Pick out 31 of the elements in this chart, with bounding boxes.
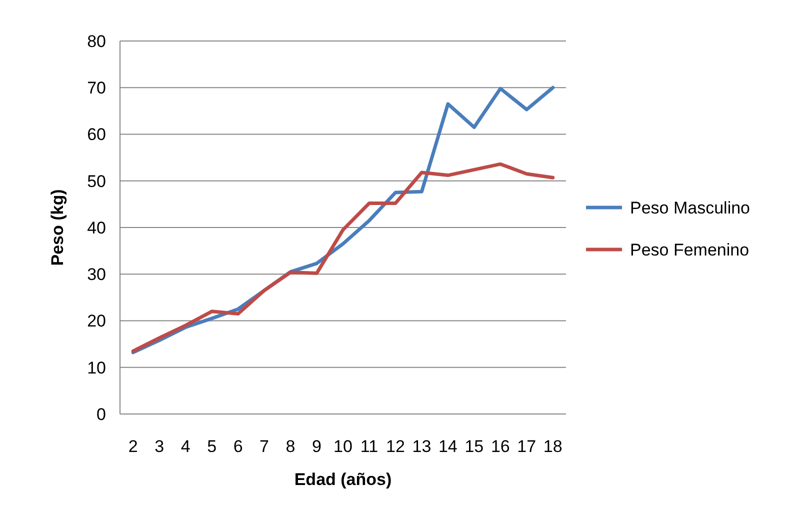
y-tick-label: 80 [87,32,106,51]
x-tick-label: 12 [386,437,405,456]
x-tick-label: 4 [180,437,190,456]
y-tick-label: 0 [96,404,106,424]
x-axis-title: Edad (años) [294,470,392,489]
x-tick-label: 9 [312,437,322,456]
y-tick-label: 60 [87,125,106,144]
x-tick-label: 8 [286,437,296,456]
x-tick-label: 16 [490,437,510,456]
x-tick-label: 10 [334,437,352,456]
x-tick-label: 13 [412,437,432,456]
y-tick-label: 30 [87,265,106,284]
y-tick-label: 10 [87,358,106,378]
x-tick-label: 18 [543,437,562,456]
x-tick-label: 6 [233,437,243,456]
x-tick-label: 14 [438,437,458,456]
x-tick-label: 7 [260,437,270,456]
x-tick-label: 5 [207,437,217,456]
x-tick-label: 2 [128,437,138,456]
y-tick-label: 70 [87,78,106,98]
y-tick-label: 50 [87,172,106,191]
y-tick-label: 40 [87,218,106,238]
legend-label: Peso Femenino [630,240,750,260]
x-tick-label: 11 [360,437,378,456]
x-tick-label: 15 [464,437,484,456]
y-axis-title: Peso (kg) [48,189,67,266]
x-tick-label: 3 [154,437,164,456]
y-tick-label: 20 [87,312,106,331]
x-tick-label: 17 [517,437,536,456]
legend-label: Peso Masculino [630,198,750,218]
line-series [131,162,555,353]
